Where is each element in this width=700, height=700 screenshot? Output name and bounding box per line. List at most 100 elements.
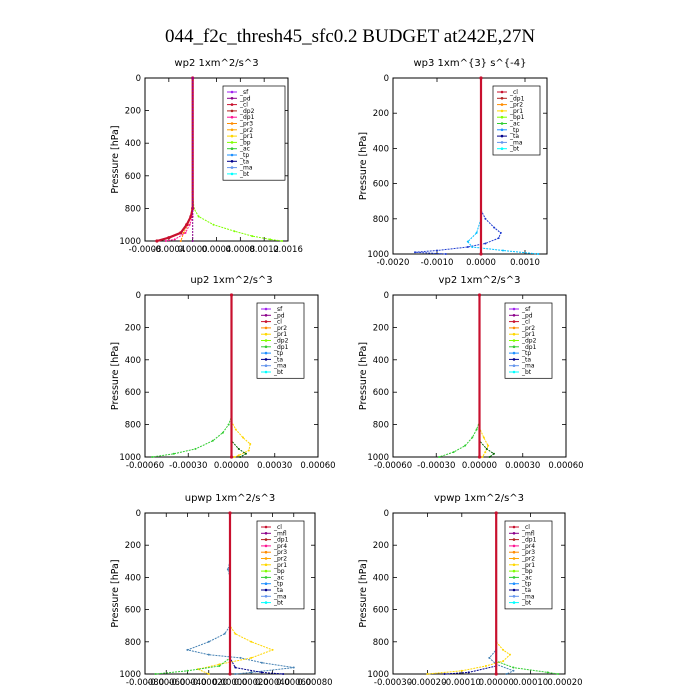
legend-marker [264, 358, 268, 361]
legend-label: _bp1 [509, 114, 525, 121]
series-point [497, 237, 500, 240]
legend-label: _cl [239, 102, 248, 109]
y-tick-label: 1000 [367, 250, 389, 260]
series-point [471, 245, 474, 248]
legend-marker [512, 550, 516, 554]
x-tick-label: -0.00030 [417, 461, 455, 471]
series-point [292, 666, 295, 669]
series-point [546, 671, 549, 674]
legend-label: _cl [509, 89, 518, 96]
series-point [502, 648, 505, 651]
series-point [466, 240, 469, 243]
y-tick-label: 1000 [367, 670, 389, 680]
x-tick-label: 0.00030 [505, 461, 540, 471]
legend-label: _sf [273, 306, 283, 313]
x-tick-label: 0.0012 [249, 245, 279, 255]
series-point [512, 669, 515, 672]
y-tick-label: 400 [125, 573, 141, 583]
legend-marker [500, 122, 504, 125]
legend-marker [512, 364, 516, 368]
legend-label: _pr1 [509, 108, 523, 115]
legend-label: _ac [521, 574, 532, 581]
y-axis-label: Pressure [hPa] [110, 125, 121, 193]
y-tick-label: 1000 [119, 453, 141, 463]
series-point [229, 293, 234, 297]
legend-label: _ta [509, 133, 519, 140]
series-point [505, 673, 508, 675]
y-tick-label: 0 [136, 291, 141, 301]
series-point [221, 431, 224, 434]
legend-marker [264, 351, 268, 355]
legend-label: _tp [521, 581, 531, 588]
y-tick-label: 800 [373, 215, 389, 225]
series-line-1 [479, 295, 489, 458]
panel-2: up2 1xm^2/s^3 Pressure [hPa] 0 200 400 600 800… [110, 275, 336, 471]
legend-marker [512, 532, 516, 535]
series-point [247, 449, 250, 452]
legend-label: _pr4 [273, 543, 287, 550]
series-point [481, 456, 484, 458]
y-tick-label: 400 [373, 573, 389, 583]
series-point [484, 242, 487, 245]
legend-marker [512, 358, 516, 361]
series-point [218, 664, 221, 667]
legend-marker [230, 128, 234, 132]
series-point [508, 653, 511, 656]
series-point [185, 223, 189, 227]
series-point [154, 673, 157, 675]
panel-title: wp2 1xm^2/s^3 [174, 58, 258, 69]
legend-marker [512, 320, 516, 323]
legend-label: _mfl [273, 530, 287, 537]
legend-marker [512, 307, 516, 311]
y-tick-label: 0 [384, 74, 389, 84]
legend-marker [500, 147, 504, 150]
legend-marker [500, 103, 504, 106]
series-point [167, 236, 171, 240]
x-tick-label: 0.00010 [513, 678, 548, 688]
series-line-3 [444, 513, 497, 675]
legend-label: _cl [273, 319, 282, 326]
series-point [502, 660, 505, 663]
series-point [194, 447, 197, 450]
series-point [186, 648, 189, 651]
y-tick-label: 400 [373, 356, 389, 366]
legend-box [222, 85, 286, 181]
legend-marker [512, 588, 516, 592]
legend-marker [264, 320, 268, 323]
legend-label: _pr1 [521, 562, 535, 569]
series-point [484, 664, 487, 667]
series-point [227, 423, 230, 426]
series-point [211, 439, 214, 442]
legend-label: _cl [273, 524, 282, 531]
legend-label: _pr2 [509, 102, 523, 109]
x-tick-label: -0.0020 [377, 258, 410, 268]
x-tick-label: -0.00020 [190, 678, 228, 688]
series-line-1 [231, 295, 251, 458]
series-point [479, 252, 483, 256]
legend-marker [512, 569, 516, 573]
legend-label: _sf [239, 89, 249, 96]
series-point [484, 451, 487, 454]
series-point [492, 452, 495, 455]
series-point [228, 511, 232, 515]
panel-3: vp2 1xm^2/s^3 Pressure [hPa] 0 200 400 600 800… [358, 275, 584, 471]
y-tick-label: 200 [373, 541, 389, 551]
legend-marker [230, 97, 234, 100]
y-axis-label: Pressure [hPa] [358, 132, 369, 200]
series-point [475, 231, 478, 234]
legend-label: _pr3 [521, 549, 535, 556]
legend-marker [512, 332, 516, 336]
series-line-0 [185, 513, 294, 675]
legend-label: _pr3 [273, 549, 287, 556]
legend-marker [230, 122, 234, 125]
legend-marker [264, 345, 268, 349]
legend-label: _cl [521, 319, 530, 326]
series-line-2 [156, 78, 194, 243]
series-point [226, 568, 229, 571]
x-tick-label: 0.00030 [257, 461, 292, 471]
legend-marker [230, 134, 234, 138]
x-tick-label: 0.00060 [276, 678, 311, 688]
legend-marker [264, 370, 268, 374]
legend-marker [264, 332, 268, 336]
legend-marker [512, 339, 516, 342]
